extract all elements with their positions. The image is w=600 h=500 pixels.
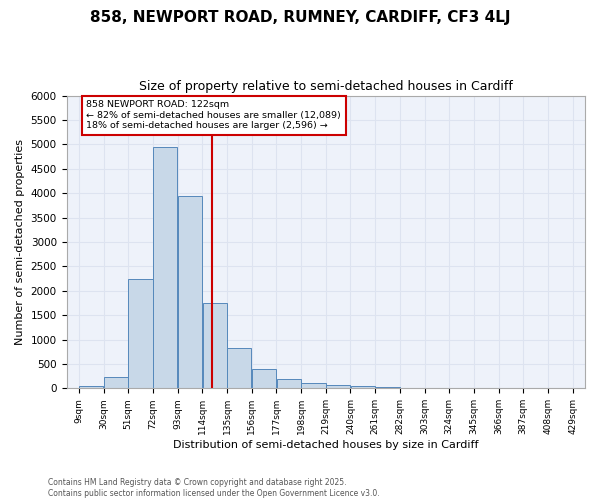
Bar <box>277 380 301 388</box>
Text: Contains HM Land Registry data © Crown copyright and database right 2025.
Contai: Contains HM Land Registry data © Crown c… <box>48 478 380 498</box>
X-axis label: Distribution of semi-detached houses by size in Cardiff: Distribution of semi-detached houses by … <box>173 440 479 450</box>
Bar <box>301 384 326 388</box>
Bar <box>79 386 103 388</box>
Text: 858 NEWPORT ROAD: 122sqm
← 82% of semi-detached houses are smaller (12,089)
18% : 858 NEWPORT ROAD: 122sqm ← 82% of semi-d… <box>86 100 341 130</box>
Bar <box>227 348 251 389</box>
Bar <box>178 196 202 388</box>
Bar <box>252 369 276 388</box>
Bar <box>203 303 227 388</box>
Bar <box>326 385 350 388</box>
Bar <box>128 278 152 388</box>
Y-axis label: Number of semi-detached properties: Number of semi-detached properties <box>15 139 25 345</box>
Bar <box>153 147 178 388</box>
Bar <box>376 387 400 388</box>
Text: 858, NEWPORT ROAD, RUMNEY, CARDIFF, CF3 4LJ: 858, NEWPORT ROAD, RUMNEY, CARDIFF, CF3 … <box>90 10 510 25</box>
Title: Size of property relative to semi-detached houses in Cardiff: Size of property relative to semi-detach… <box>139 80 513 93</box>
Bar <box>350 386 375 388</box>
Bar <box>104 377 128 388</box>
